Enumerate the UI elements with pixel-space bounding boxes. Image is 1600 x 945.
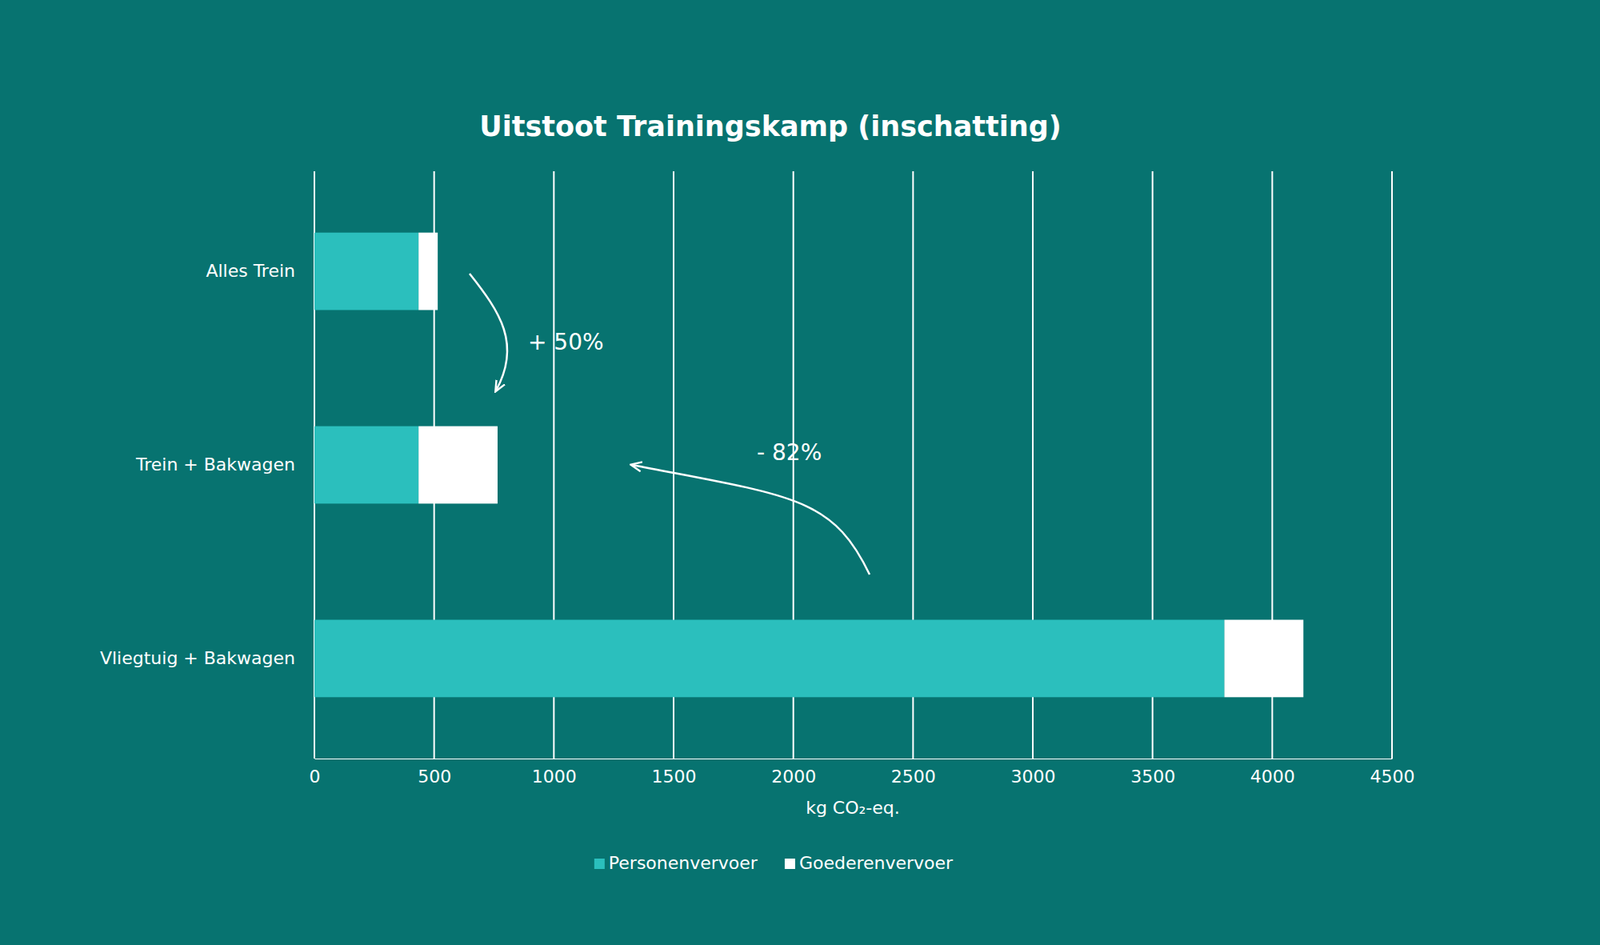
bar [418, 426, 498, 504]
series [418, 232, 1304, 698]
tick: 0 [309, 758, 321, 787]
bars [314, 232, 1304, 698]
tick-label: 3000 [1011, 766, 1056, 787]
legend: Personenvervoer Goederenvervoer [594, 852, 954, 873]
tick: 1500 [652, 758, 697, 787]
legend-swatch [784, 858, 796, 869]
tick: 1000 [532, 758, 577, 787]
tick-label: 3500 [1130, 766, 1176, 787]
legend-label: Personenvervoer [608, 852, 759, 873]
bar [1224, 620, 1304, 698]
category-label: Alles Trein [205, 260, 296, 281]
tick-label: 2000 [771, 766, 816, 787]
legend-swatch [594, 858, 605, 869]
tick-label: 1000 [532, 766, 577, 787]
tick-label: 1500 [652, 766, 697, 787]
tick: 2500 [891, 758, 936, 787]
tick: 500 [417, 758, 452, 787]
category-label: Trein + Bakwagen [135, 454, 296, 475]
bar [314, 232, 419, 311]
axis-line [314, 172, 316, 760]
x-axis: 0 500 1000 1500 2000 2500 3000 3500 4000 4500 [309, 758, 1416, 787]
tick: Trein + Bakwagen [135, 454, 315, 475]
grid-line [1391, 171, 1393, 759]
axis-line [315, 758, 1393, 760]
background [0, 0, 1600, 945]
annotation: - 82% [756, 439, 822, 466]
tick: 2000 [771, 758, 816, 787]
tick-label: 500 [417, 766, 452, 787]
title: Uitstoot Trainingskamp (inschatting) [479, 110, 1061, 143]
tick-label: 4500 [1370, 766, 1416, 787]
legend-label: Goederenvervoer [799, 852, 954, 873]
bar [314, 620, 1224, 698]
arrow [469, 273, 508, 391]
legend-item: Personenvervoer [594, 852, 759, 873]
arrow [632, 464, 870, 575]
tick: Alles Trein [205, 260, 315, 281]
annotations: + 50% - 82% [469, 273, 870, 575]
grid [314, 171, 1392, 759]
tick: Vliegtuig + Bakwagen [100, 648, 315, 668]
legend-item: Goederenvervoer [784, 852, 954, 873]
y-axis: Alles Trein Trein + Bakwagen Vliegtuig + B… [100, 172, 316, 760]
axis-title: kg CO₂-eq. [805, 797, 900, 818]
chart: Uitstoot Trainingskamp (inschatting) 0 500… [0, 0, 1600, 945]
bar [418, 232, 438, 311]
tick: 4000 [1250, 758, 1296, 787]
annotation: + 50% [528, 328, 604, 356]
series [314, 232, 1224, 698]
tick: 3000 [1011, 758, 1056, 787]
tick-label: 4000 [1250, 766, 1296, 787]
tick: 4500 [1370, 758, 1416, 787]
tick: 3500 [1130, 758, 1176, 787]
tick-label: 0 [309, 766, 321, 787]
bar [314, 426, 419, 504]
category-label: Vliegtuig + Bakwagen [100, 648, 296, 668]
tick-label: 2500 [891, 766, 936, 787]
